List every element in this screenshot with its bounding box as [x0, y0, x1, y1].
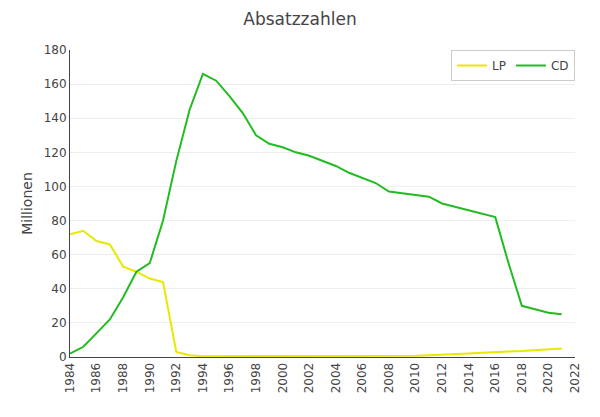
- svg-text:40: 40: [51, 282, 66, 296]
- svg-text:2014: 2014: [462, 363, 476, 394]
- svg-text:2004: 2004: [329, 363, 343, 394]
- svg-text:1984: 1984: [63, 363, 77, 394]
- svg-text:0: 0: [59, 350, 67, 364]
- svg-text:2002: 2002: [302, 363, 316, 394]
- svg-text:1986: 1986: [89, 363, 103, 394]
- svg-text:180: 180: [44, 43, 67, 57]
- svg-text:160: 160: [44, 77, 67, 91]
- svg-text:1990: 1990: [143, 363, 157, 394]
- svg-text:2008: 2008: [382, 363, 396, 394]
- svg-text:1994: 1994: [196, 363, 210, 394]
- svg-text:2022: 2022: [568, 363, 582, 394]
- svg-text:1996: 1996: [222, 363, 236, 394]
- svg-text:CD: CD: [551, 59, 569, 73]
- svg-text:Millionen: Millionen: [19, 172, 35, 235]
- svg-text:20: 20: [51, 316, 66, 330]
- svg-text:2010: 2010: [408, 363, 422, 394]
- svg-text:2012: 2012: [435, 363, 449, 394]
- svg-text:Absatzzahlen: Absatzzahlen: [243, 9, 356, 29]
- svg-text:1992: 1992: [169, 363, 183, 394]
- svg-text:60: 60: [51, 248, 66, 262]
- svg-text:2006: 2006: [355, 363, 369, 394]
- svg-text:120: 120: [44, 146, 67, 160]
- svg-text:140: 140: [44, 111, 67, 125]
- svg-text:80: 80: [51, 214, 66, 228]
- svg-text:LP: LP: [492, 59, 506, 73]
- svg-text:100: 100: [44, 180, 67, 194]
- svg-text:2020: 2020: [541, 363, 555, 394]
- svg-text:2000: 2000: [276, 363, 290, 394]
- svg-text:1988: 1988: [116, 363, 130, 394]
- svg-text:2016: 2016: [488, 363, 502, 394]
- svg-text:2018: 2018: [515, 363, 529, 394]
- svg-text:1998: 1998: [249, 363, 263, 394]
